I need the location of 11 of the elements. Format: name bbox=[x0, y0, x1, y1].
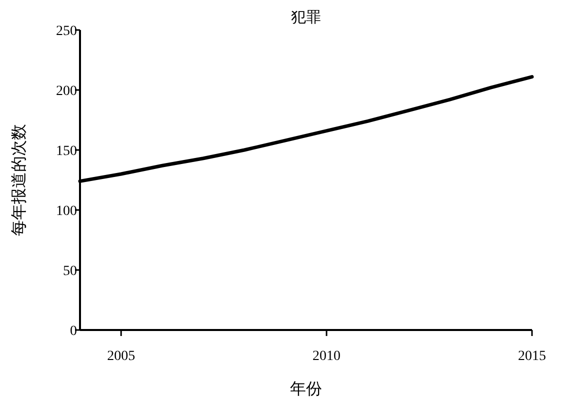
y-tick-label: 50 bbox=[63, 264, 77, 279]
y-tick-label: 250 bbox=[56, 24, 77, 39]
y-tick-label: 200 bbox=[56, 84, 77, 99]
x-tick-label: 2010 bbox=[312, 349, 341, 364]
x-tick-label: 2005 bbox=[107, 349, 136, 364]
y-tick-label: 100 bbox=[56, 204, 77, 219]
y-axis-title: 每年报道的次数 bbox=[11, 124, 28, 236]
y-tick-label: 150 bbox=[56, 144, 77, 159]
x-axis-title: 年份 bbox=[290, 381, 322, 398]
chart-title: 犯罪 bbox=[291, 10, 321, 26]
x-tick-label: 2015 bbox=[518, 349, 546, 364]
